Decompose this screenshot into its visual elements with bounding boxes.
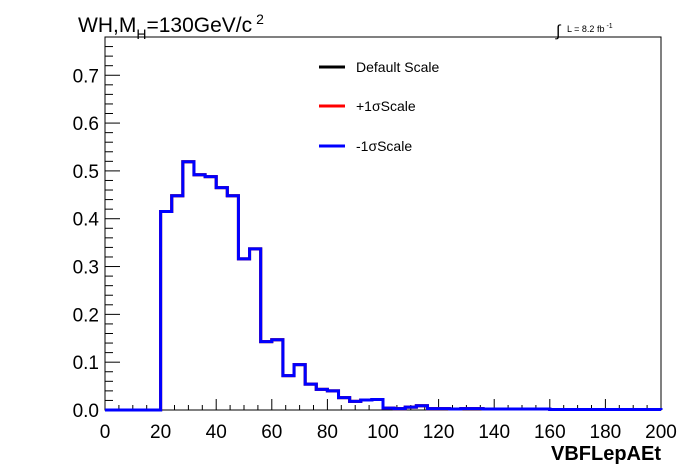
x-tick-label: 140 [478, 422, 510, 443]
y-tick-label: 0.3 [73, 258, 99, 279]
chart-title-prefix: WH,M [78, 14, 136, 37]
luminosity-label: L = 8.2 fb -1 [567, 23, 613, 34]
legend-label: Default Scale [356, 59, 439, 75]
y-tick-label: 0.7 [73, 66, 99, 87]
series-line-0 [105, 160, 663, 412]
x-tick-label: 80 [317, 422, 338, 443]
x-axis: 0 20 40 60 80 100 120 140 160 180 200 [100, 399, 677, 443]
chart-title-subscript: H [136, 26, 146, 42]
x-tick-label: 120 [423, 422, 455, 443]
y-tick-label: 0.2 [73, 305, 99, 326]
y-tick-label: 0.1 [73, 353, 99, 374]
luminosity-text: L = 8.2 fb [567, 24, 604, 34]
y-tick-label: 0.5 [73, 162, 99, 183]
y-tick-label: 0.6 [73, 114, 99, 135]
y-axis: 0.0 0.1 0.2 0.3 0.4 0.5 0.6 0.7 [73, 36, 120, 422]
x-tick-label: 100 [367, 422, 399, 443]
x-tick-label: 60 [261, 422, 282, 443]
x-tick-label: 40 [206, 422, 227, 443]
series-layer [105, 160, 663, 412]
series-line-2 [105, 160, 663, 412]
luminosity-superscript: -1 [606, 23, 612, 30]
x-axis-title: VBFLepAEt [551, 443, 661, 465]
series-line-1 [105, 160, 663, 412]
luminosity-integral-symbol: ∫ [555, 23, 562, 40]
legend: Default Scale +1σScale -1σScale [319, 59, 439, 154]
legend-label: -1σScale [356, 138, 412, 154]
legend-label: +1σScale [356, 98, 416, 114]
x-tick-label: 180 [590, 422, 622, 443]
y-tick-label: 0.0 [73, 401, 99, 422]
chart-title: WH,MH=130GeV/c 2 [78, 11, 264, 42]
chart-title-superscript: 2 [256, 11, 264, 27]
plot-frame [104, 36, 662, 411]
chart-title-main: =130GeV/c [146, 14, 252, 37]
y-tick-label: 0.4 [73, 210, 100, 231]
x-tick-label: 0 [100, 422, 111, 443]
x-tick-label: 160 [534, 422, 566, 443]
x-tick-label: 20 [150, 422, 171, 443]
x-tick-label: 200 [645, 422, 677, 443]
